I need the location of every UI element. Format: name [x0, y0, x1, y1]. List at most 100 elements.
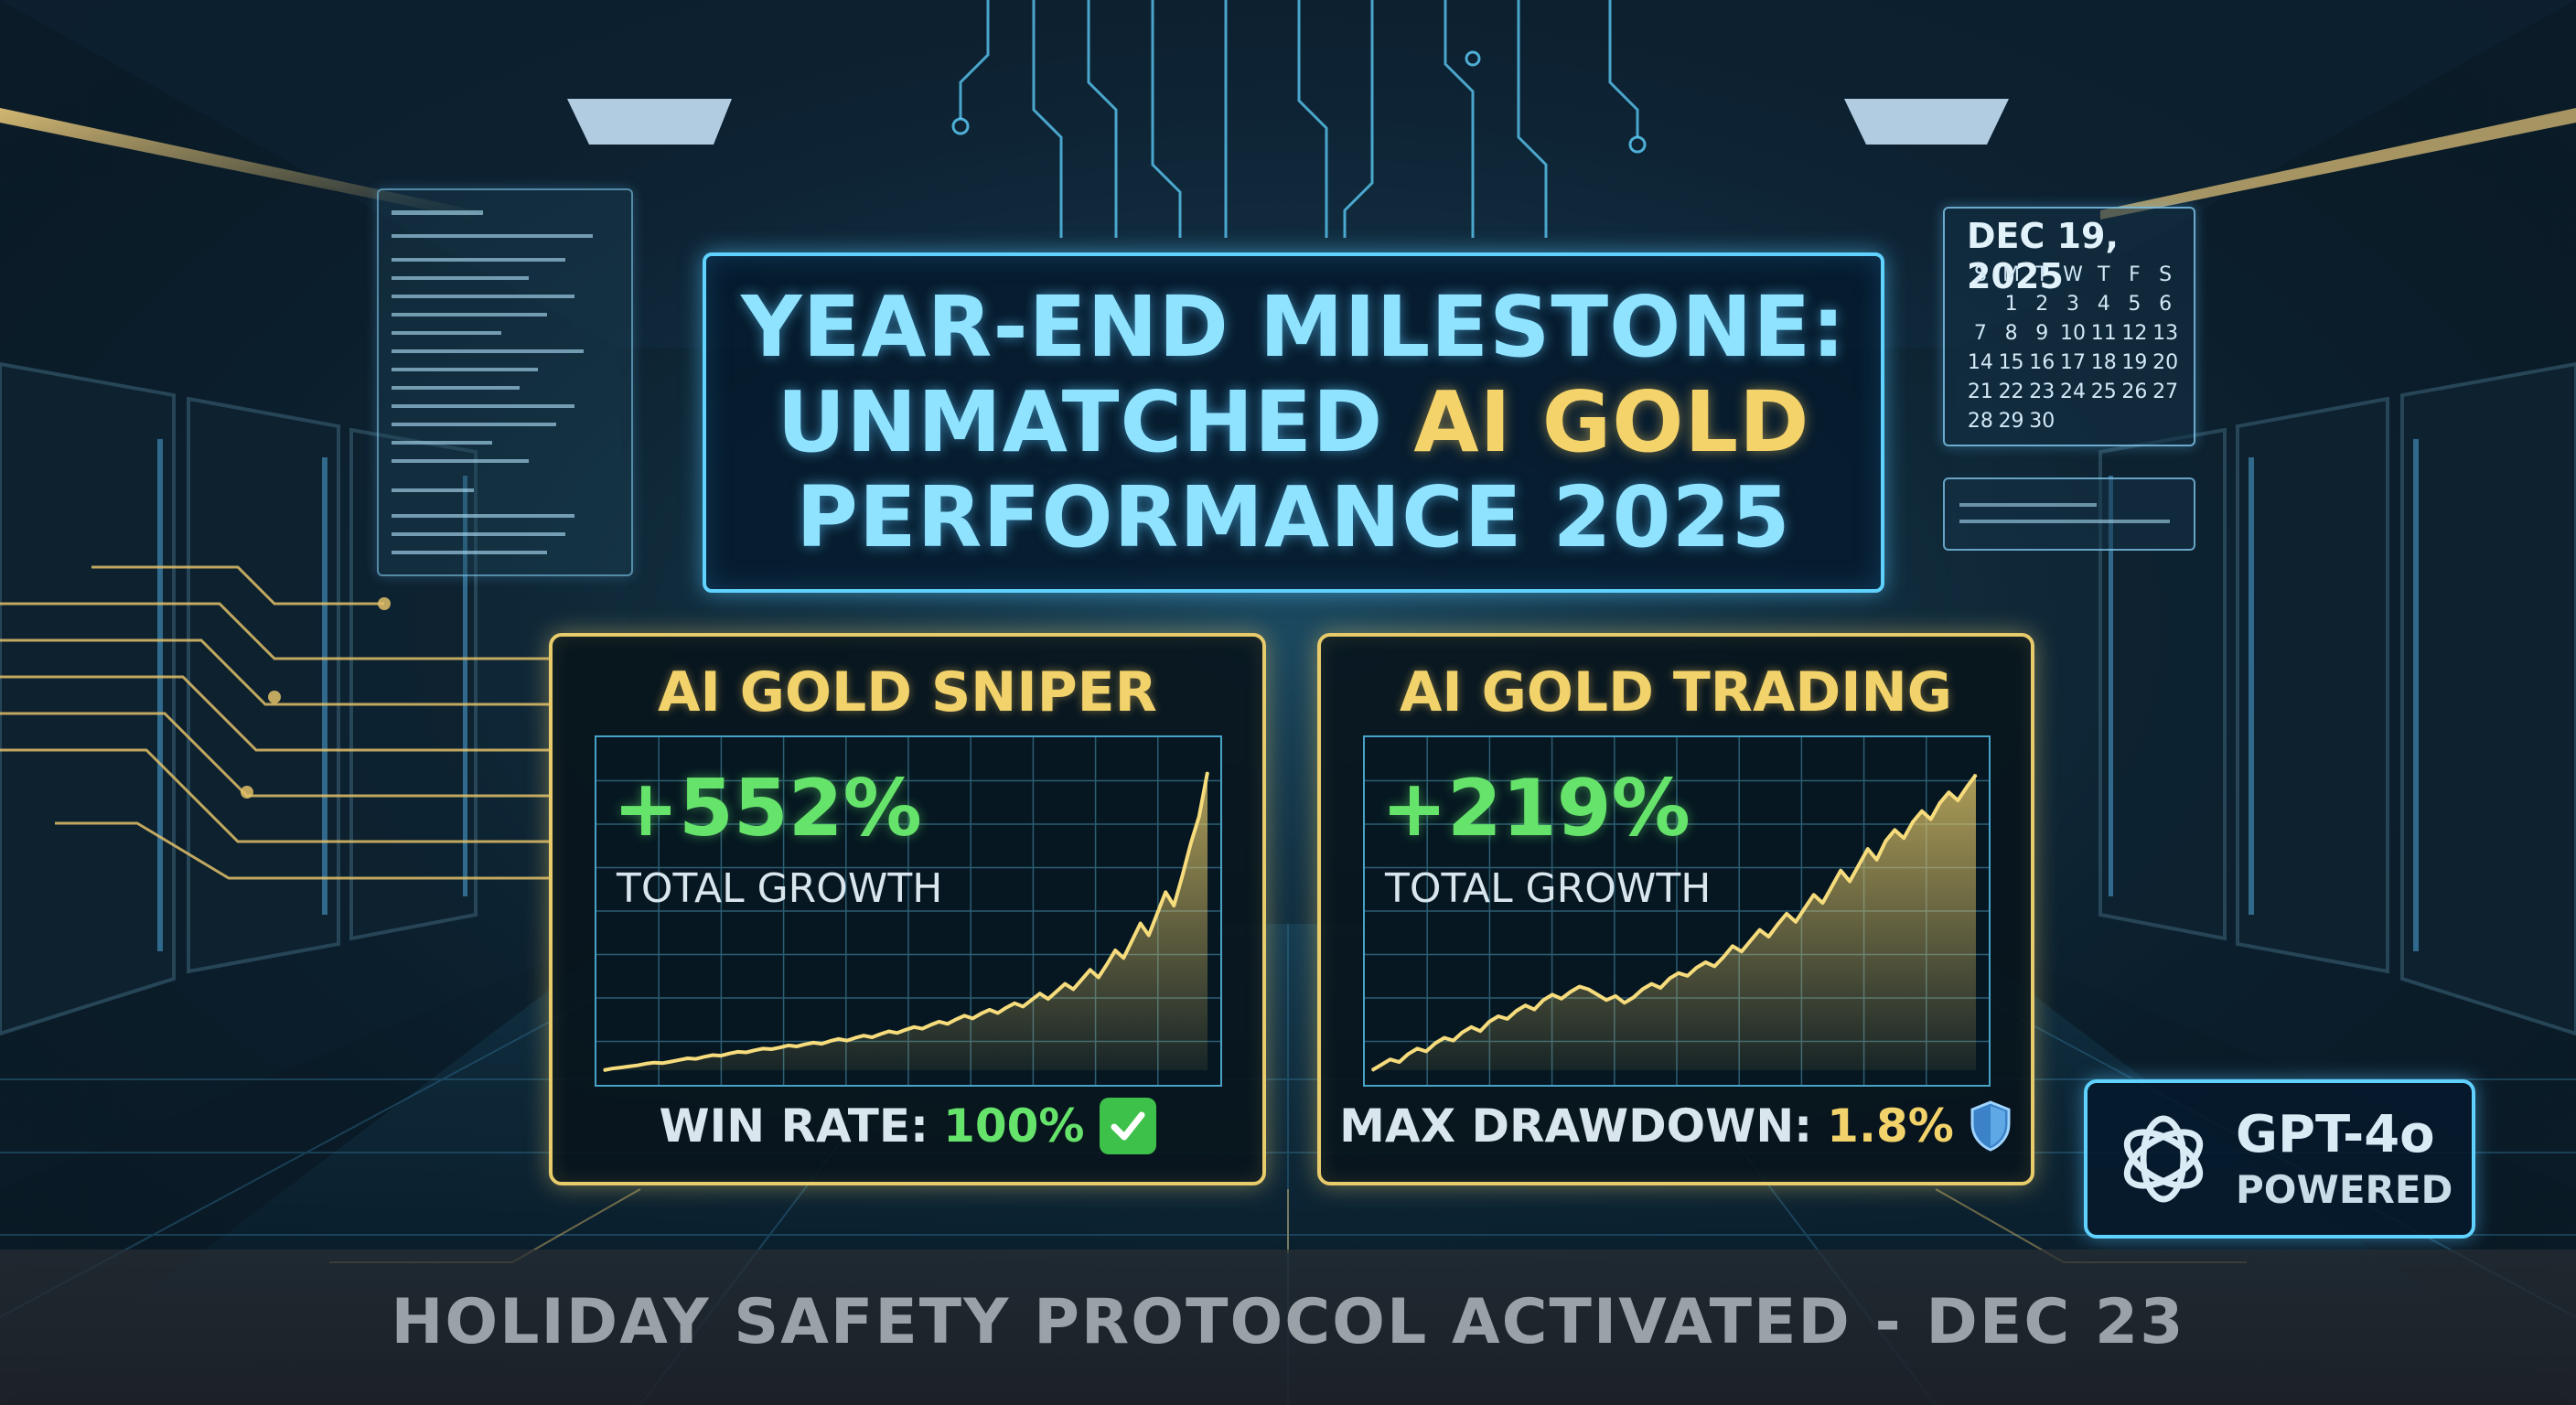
- chart-point: [1776, 923, 1779, 926]
- card-ai-gold-trading: AI GOLD TRADING +219% TOTAL GROWTH MAX D…: [1317, 633, 2034, 1185]
- growth-label: TOTAL GROWTH: [1385, 865, 1712, 912]
- chart-point: [1380, 1064, 1382, 1066]
- chart-point: [1929, 818, 1932, 820]
- card-ai-gold-sniper: AI GOLD SNIPER +552% TOTAL GROWTH WIN RA…: [549, 633, 1266, 1185]
- chart-point: [1434, 1042, 1436, 1045]
- chart-point: [1181, 874, 1184, 877]
- calendar-date-title: DEC 19, 2025: [1967, 216, 2119, 296]
- chart-point: [988, 1009, 991, 1011]
- chart-point: [796, 1046, 798, 1047]
- chart-point: [1732, 945, 1733, 948]
- chart-point: [619, 1067, 622, 1068]
- chart-point: [913, 1026, 915, 1028]
- chart-point: [645, 1063, 647, 1065]
- calendar-blank: [1965, 291, 1996, 318]
- calendar-day: 25: [2090, 381, 2117, 403]
- chart-point: [1812, 894, 1815, 896]
- chart-point: [1038, 992, 1041, 994]
- chart-point: [1114, 949, 1116, 951]
- headline-plain-text: UNMATCHED: [777, 373, 1384, 471]
- win-rate-value: 100%: [943, 1099, 1085, 1153]
- code-lines-graphic: [392, 210, 593, 554]
- chart-point: [1080, 979, 1083, 981]
- chart-point: [1966, 786, 1968, 788]
- calendar-day: 28: [1967, 410, 1993, 433]
- chart-point: [1507, 1018, 1508, 1020]
- chart-point: [1198, 815, 1200, 818]
- chart-point: [1098, 976, 1100, 979]
- chart-point: [611, 1067, 613, 1069]
- chart-point: [854, 1036, 856, 1039]
- chart-point: [1139, 922, 1142, 925]
- chart-point: [1632, 996, 1635, 999]
- calendar-day: 13: [2152, 322, 2179, 345]
- chart-point: [762, 1047, 764, 1050]
- calendar-day: 2: [2035, 293, 2049, 316]
- chart-point: [1005, 1006, 1007, 1009]
- chart-point: [1767, 936, 1770, 938]
- calendar-day: 5: [2128, 293, 2141, 316]
- calendar-day: 11: [2090, 322, 2117, 345]
- chart-point: [1047, 998, 1049, 1000]
- calendar-day: 15: [1998, 351, 2024, 374]
- chart-point: [1741, 950, 1743, 952]
- chart-point: [1687, 975, 1689, 977]
- chart-point: [1189, 842, 1192, 844]
- chart-point: [1389, 1058, 1391, 1060]
- chart-point: [1569, 991, 1572, 993]
- calendar-day: 23: [2029, 381, 2055, 403]
- chart-point: [947, 1023, 949, 1025]
- chart-point: [787, 1045, 789, 1046]
- chart-point: [812, 1042, 814, 1044]
- calendar-day: 30: [2029, 410, 2055, 433]
- chart-point: [863, 1035, 864, 1036]
- chart-point: [1975, 774, 1977, 776]
- chart-point: [1867, 848, 1869, 850]
- chart-point: [1542, 999, 1544, 1002]
- chart-point: [1131, 939, 1133, 942]
- chart-point: [1056, 991, 1057, 992]
- chart-point: [736, 1051, 739, 1053]
- headline-highlight-text: AI GOLD: [1413, 373, 1810, 471]
- chart-area-fill: [1372, 775, 1976, 1070]
- chart-point: [1678, 972, 1680, 974]
- chart-point: [746, 1051, 747, 1054]
- chart-point: [653, 1061, 655, 1064]
- chart-point: [1596, 993, 1599, 996]
- chart-point: [938, 1021, 940, 1023]
- chart-point: [1398, 1061, 1401, 1063]
- chart-point: [896, 1032, 898, 1035]
- chart-series-line: [1370, 773, 1978, 1072]
- chart-point: [1488, 1021, 1490, 1023]
- chart-point: [1786, 913, 1787, 915]
- chart-point: [1615, 995, 1616, 997]
- chart-point: [1884, 840, 1887, 842]
- check-mark-icon: [1099, 1098, 1156, 1154]
- chart-point: [997, 1012, 999, 1014]
- chart-point: [1106, 963, 1108, 966]
- chart-point: [1938, 802, 1941, 804]
- calendar-day: 20: [2152, 351, 2179, 374]
- chart-point: [821, 1043, 823, 1045]
- calendar-weekday: T: [2035, 263, 2048, 286]
- chart-point: [1641, 988, 1644, 991]
- chart-point: [636, 1064, 639, 1067]
- bottom-banner: HOLIDAY SAFETY PROTOCOL ACTIVATED - DEC …: [0, 1249, 2576, 1405]
- card-footer: MAX DRAWDOWN: 1.8%: [1321, 1094, 2031, 1158]
- chart-point: [921, 1027, 924, 1030]
- chart-point: [837, 1038, 840, 1040]
- chart-point: [686, 1057, 689, 1059]
- calendar-weekday: T: [2097, 263, 2110, 286]
- chart-point: [1659, 987, 1661, 989]
- chart-point: [1795, 921, 1797, 923]
- chart-point: [1416, 1047, 1419, 1050]
- chart-point: [1452, 1039, 1454, 1042]
- chart-point: [1957, 799, 1959, 801]
- growth-chart: +552% TOTAL GROWTH: [595, 735, 1222, 1087]
- chart-point: [905, 1029, 907, 1031]
- chart-point: [1695, 967, 1698, 969]
- chart-point: [879, 1033, 882, 1035]
- chart-point: [1921, 810, 1923, 812]
- calendar-day: 16: [2029, 351, 2055, 374]
- chart-point: [1758, 928, 1761, 931]
